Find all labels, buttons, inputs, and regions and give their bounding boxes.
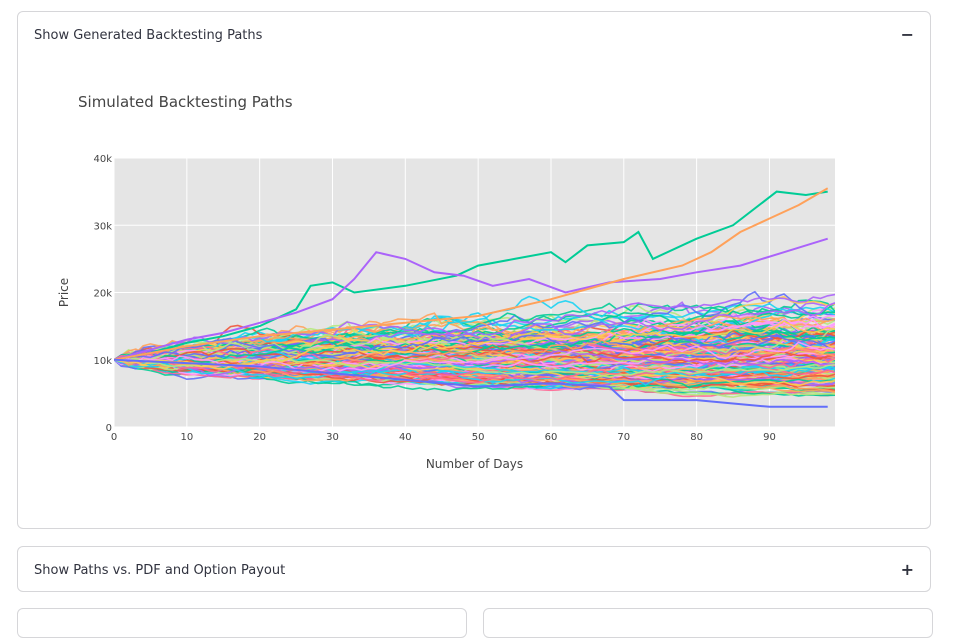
simulated-path (114, 312, 835, 363)
y-tick-label: 0 (106, 423, 112, 434)
chart-title: Simulated Backtesting Paths (78, 93, 293, 111)
expander-label: Show Paths vs. PDF and Option Payout (34, 562, 286, 578)
x-tick-label: 50 (472, 432, 485, 443)
y-tick-label: 10k (93, 356, 112, 367)
x-tick-label: 80 (690, 432, 703, 443)
y-tick-label: 20k (93, 289, 112, 300)
highlight-path (114, 187, 829, 361)
simulated-path (114, 346, 835, 377)
backtesting-paths-chart: Simulated Backtesting Paths 0 10 20 30 40 50 6… (57, 93, 835, 471)
x-tick-label: 20 (253, 432, 266, 443)
x-axis-title: Number of Days (426, 457, 523, 471)
simulated-path (114, 359, 835, 380)
x-tick-label: 30 (326, 432, 339, 443)
expander-label: Show Generated Backtesting Paths (34, 27, 263, 43)
highlight-path (114, 237, 828, 361)
simulated-path (114, 327, 835, 365)
y-tick-label: 40k (93, 154, 112, 165)
y-tick-label: 30k (93, 221, 112, 232)
highlight-path (114, 190, 828, 361)
x-tick-label: 10 (180, 432, 193, 443)
simulated-path (114, 302, 835, 363)
generated-paths-expander-header[interactable]: Show Generated Backtesting Paths − (18, 12, 930, 58)
expand-icon[interactable]: + (900, 560, 914, 579)
x-tick-label: 90 (763, 432, 776, 443)
x-tick-label: 70 (617, 432, 630, 443)
simulated-path (114, 357, 835, 378)
paths-group (114, 187, 835, 408)
x-tick-label: 0 (111, 432, 117, 443)
x-tick-label: 40 (399, 432, 412, 443)
simulated-path (114, 295, 835, 362)
highlight-path (114, 358, 828, 408)
collapse-icon[interactable]: − (900, 25, 914, 44)
axes-group: 0 10 20 30 40 50 60 70 80 90 0 10k 20k 30k 40k (93, 154, 775, 443)
simulated-path (114, 329, 835, 362)
simulated-path (114, 359, 835, 384)
simulated-path (114, 350, 835, 377)
x-tick-label: 60 (545, 432, 558, 443)
simulated-path (114, 356, 835, 387)
y-axis-title: Price (57, 278, 71, 307)
paths-vs-pdf-expander: Show Paths vs. PDF and Option Payout + (17, 546, 931, 592)
paths-vs-pdf-expander-header[interactable]: Show Paths vs. PDF and Option Payout + (18, 547, 930, 593)
